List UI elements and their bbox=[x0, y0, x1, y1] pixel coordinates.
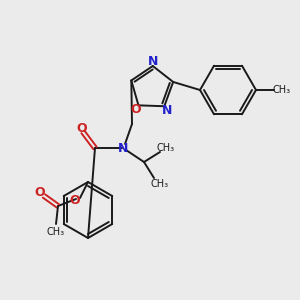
Text: N: N bbox=[162, 104, 172, 117]
Text: CH₃: CH₃ bbox=[273, 85, 291, 95]
Text: N: N bbox=[148, 55, 158, 68]
Text: O: O bbox=[77, 122, 87, 136]
Text: N: N bbox=[118, 142, 128, 154]
Text: CH₃: CH₃ bbox=[157, 143, 175, 153]
Text: O: O bbox=[70, 194, 80, 206]
Text: CH₃: CH₃ bbox=[47, 227, 65, 237]
Text: O: O bbox=[35, 187, 45, 200]
Text: O: O bbox=[130, 103, 141, 116]
Text: CH₃: CH₃ bbox=[151, 179, 169, 189]
